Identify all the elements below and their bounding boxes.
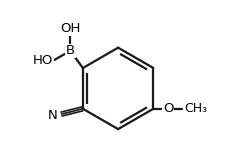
- Text: OH: OH: [60, 22, 80, 35]
- Text: O: O: [162, 102, 173, 115]
- Text: CH₃: CH₃: [183, 102, 206, 115]
- Text: HO: HO: [33, 54, 53, 67]
- Text: B: B: [65, 44, 75, 57]
- Text: N: N: [47, 109, 57, 122]
